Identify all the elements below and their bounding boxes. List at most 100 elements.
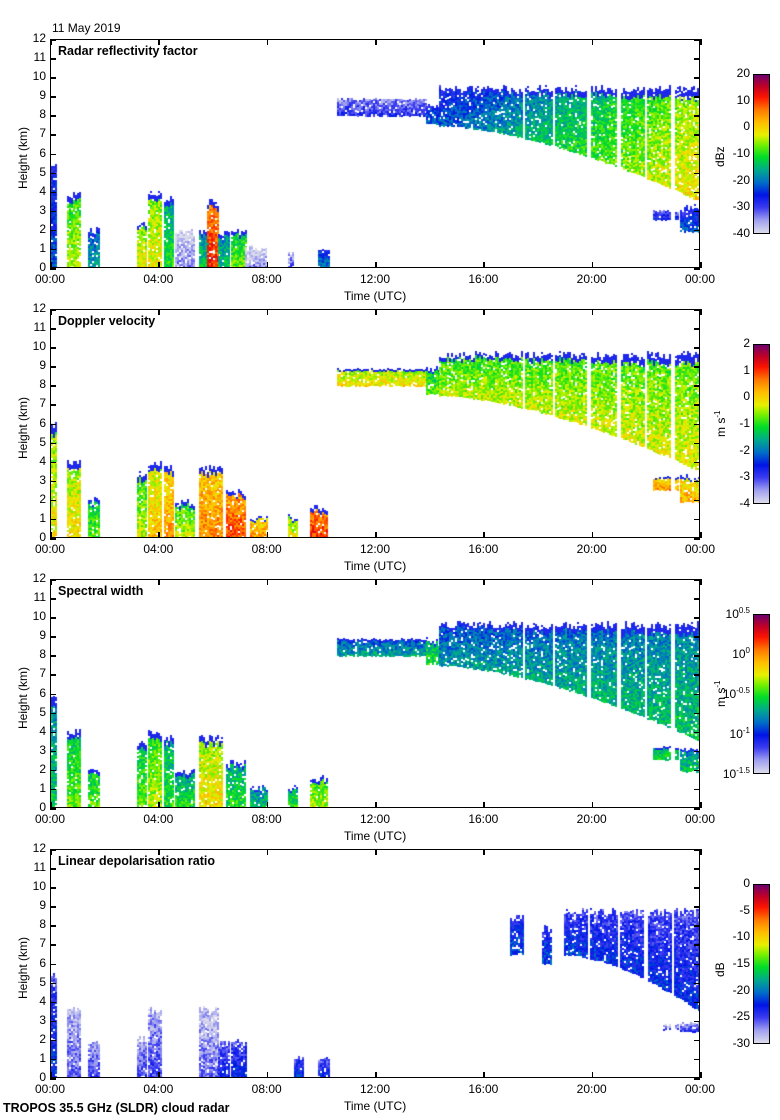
y-tick-mark bbox=[50, 480, 56, 483]
colorbar-tick-label: 1 bbox=[743, 362, 750, 377]
y-tick-label: 10 bbox=[32, 609, 46, 624]
y-tick-mark-right bbox=[694, 750, 700, 753]
colorbar-tick-label: -10 bbox=[732, 146, 750, 160]
x-tick-label: 20:00 bbox=[576, 812, 607, 826]
y-tick-mark bbox=[50, 963, 56, 965]
x-tick-mark-top bbox=[158, 39, 160, 45]
y-tick-mark bbox=[50, 617, 56, 619]
colorbar-tick-label: 20 bbox=[736, 66, 750, 80]
x-tick-mark-top bbox=[266, 39, 269, 45]
x-tick-mark-top bbox=[375, 849, 377, 855]
y-tick-mark bbox=[50, 538, 56, 540]
colorbar-tick-label: 10-1.5 bbox=[722, 766, 750, 781]
y-tick-mark-right bbox=[694, 248, 700, 251]
y-tick-label: 6 bbox=[39, 145, 46, 160]
x-tick-mark bbox=[375, 262, 377, 268]
x-tick-mark bbox=[483, 1072, 485, 1078]
x-axis-label: Time (UTC) bbox=[344, 829, 407, 843]
x-tick-mark bbox=[375, 532, 377, 538]
colorbar-unit-label: m s-1 bbox=[713, 410, 728, 437]
x-tick-mark-top bbox=[50, 579, 52, 585]
x-tick-label: 08:00 bbox=[251, 1082, 282, 1096]
y-tick-label: 4 bbox=[39, 993, 46, 1008]
y-tick-mark-right bbox=[694, 655, 700, 657]
x-tick-label: 12:00 bbox=[359, 1082, 391, 1096]
y-tick-mark bbox=[50, 328, 56, 330]
y-tick-mark bbox=[50, 191, 56, 194]
y-tick-mark bbox=[50, 655, 56, 657]
y-tick-mark-right bbox=[694, 712, 700, 715]
x-tick-mark-top bbox=[700, 39, 702, 45]
y-tick-mark bbox=[50, 906, 56, 908]
y-tick-label: 10 bbox=[32, 339, 46, 354]
y-tick-mark-right bbox=[694, 423, 700, 425]
y-tick-mark bbox=[50, 461, 56, 464]
y-tick-label: 12 bbox=[32, 841, 46, 855]
y-tick-mark-right bbox=[694, 731, 700, 734]
x-tick-mark bbox=[158, 532, 160, 538]
y-tick-label: 2 bbox=[39, 1031, 46, 1046]
x-tick-mark-top bbox=[50, 309, 52, 315]
y-tick-label: 0 bbox=[39, 1070, 46, 1084]
x-tick-mark bbox=[158, 802, 160, 808]
y-tick-label: 9 bbox=[39, 628, 46, 643]
y-tick-mark-right bbox=[694, 442, 700, 445]
heatmap-canvas bbox=[51, 310, 699, 537]
y-tick-label: 4 bbox=[39, 453, 46, 468]
y-tick-mark-right bbox=[694, 1039, 700, 1042]
y-tick-mark bbox=[50, 982, 56, 985]
y-tick-label: 5 bbox=[39, 974, 46, 989]
y-tick-mark-right bbox=[694, 210, 700, 213]
x-tick-mark-top bbox=[700, 579, 702, 585]
y-tick-mark bbox=[50, 347, 56, 349]
y-tick-label: 1 bbox=[39, 510, 46, 525]
x-tick-label: 12:00 bbox=[359, 812, 391, 826]
y-tick-label: 1 bbox=[39, 1050, 46, 1065]
y-tick-mark bbox=[50, 404, 56, 406]
y-axis-label: Height (km) bbox=[16, 396, 30, 459]
y-tick-mark-right bbox=[694, 58, 700, 60]
x-tick-mark-top bbox=[158, 849, 160, 855]
y-tick-mark-right bbox=[694, 808, 700, 810]
y-tick-mark bbox=[50, 925, 56, 927]
y-tick-mark bbox=[50, 731, 56, 734]
x-tick-mark bbox=[266, 1072, 269, 1078]
y-tick-label: 3 bbox=[39, 742, 46, 757]
heatmap-canvas bbox=[51, 850, 699, 1077]
x-tick-mark-top bbox=[591, 39, 594, 45]
plot-frame bbox=[50, 309, 700, 538]
y-tick-label: 6 bbox=[39, 415, 46, 430]
x-tick-mark-top bbox=[700, 849, 702, 855]
x-tick-mark bbox=[266, 262, 269, 268]
colorbar-tick-label: 10-0.5 bbox=[722, 686, 750, 701]
x-tick-label: 00:00 bbox=[684, 542, 716, 556]
y-tick-mark bbox=[50, 385, 56, 387]
y-tick-mark-right bbox=[694, 172, 700, 175]
x-tick-mark bbox=[50, 802, 52, 808]
y-tick-mark bbox=[50, 268, 56, 270]
y-tick-mark-right bbox=[694, 134, 700, 136]
y-tick-mark bbox=[50, 77, 56, 79]
y-tick-label: 8 bbox=[39, 647, 46, 662]
y-tick-mark bbox=[50, 1078, 56, 1080]
y-tick-mark bbox=[50, 442, 56, 445]
y-tick-label: 2 bbox=[39, 761, 46, 776]
y-tick-mark bbox=[50, 115, 56, 117]
y-tick-mark bbox=[50, 1020, 56, 1023]
plot-frame bbox=[50, 849, 700, 1078]
y-tick-label: 1 bbox=[39, 780, 46, 795]
x-tick-label: 12:00 bbox=[359, 542, 391, 556]
y-tick-mark-right bbox=[694, 906, 700, 908]
x-tick-label: 20:00 bbox=[576, 1082, 607, 1096]
y-tick-mark-right bbox=[694, 579, 700, 581]
y-tick-label: 0 bbox=[39, 800, 46, 814]
colorbar-tick-label: -15 bbox=[732, 956, 750, 970]
y-tick-label: 2 bbox=[39, 491, 46, 506]
x-tick-mark-top bbox=[591, 309, 594, 315]
x-tick-mark-top bbox=[375, 579, 377, 585]
x-tick-mark bbox=[50, 1072, 52, 1078]
colorbar-tick-label: 0 bbox=[743, 876, 750, 890]
x-tick-label: 00:00 bbox=[34, 812, 66, 826]
y-tick-mark-right bbox=[694, 385, 700, 387]
x-tick-mark-top bbox=[50, 849, 52, 855]
